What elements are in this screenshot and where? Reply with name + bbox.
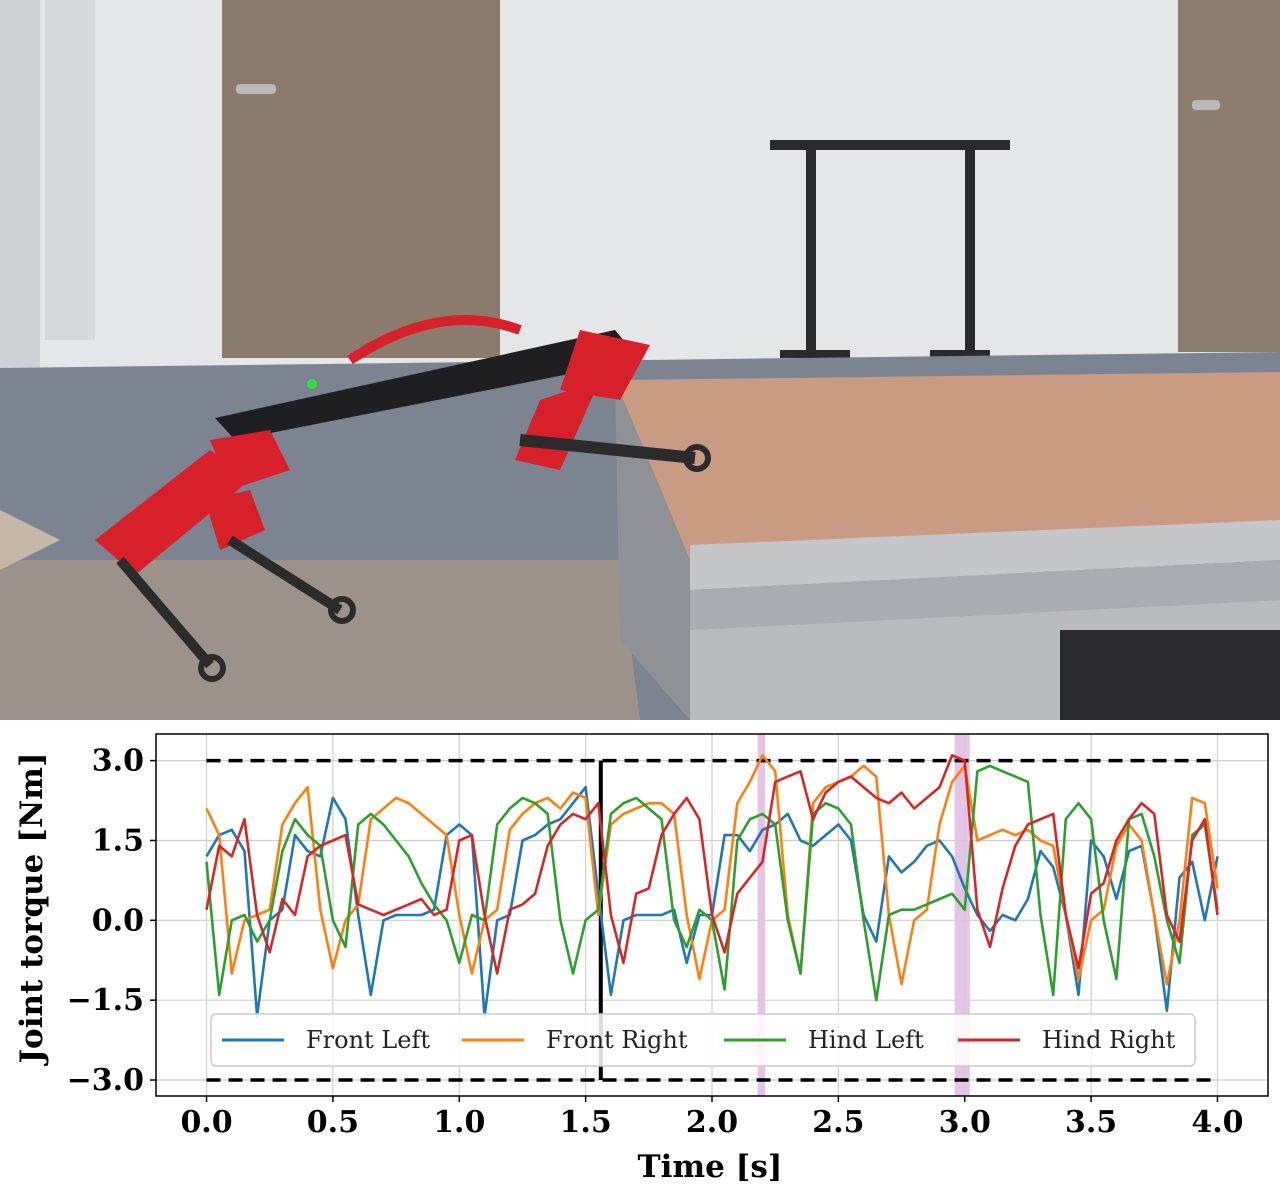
robot-photo xyxy=(0,0,1280,720)
background-table xyxy=(770,140,1010,360)
legend-label-2: Hind Left xyxy=(808,1026,924,1054)
series-lines xyxy=(205,754,1219,1018)
y-tick-label-3: −1.5 xyxy=(67,983,144,1018)
x-tick-label-7: 3.5 xyxy=(1065,1105,1117,1140)
legend-box xyxy=(210,1013,1196,1067)
y-axis-title: Joint torque [Nm] xyxy=(14,752,50,1066)
upper-wall xyxy=(0,0,1280,380)
x-tick-label-8: 4.0 xyxy=(1191,1105,1243,1140)
y-tick-label-2: 0.0 xyxy=(92,903,144,938)
x-ticks: 0.0 0.5 1.0 1.5 2.0 2.5 3.0 3.5 4.0 xyxy=(180,1096,1244,1140)
x-tick-label-6: 3.0 xyxy=(939,1105,991,1140)
wall-pipe xyxy=(45,0,95,340)
y-ticks: 3.0 1.5 0.0 −1.5 −3.0 xyxy=(67,744,156,1098)
legend: Front Left Front Right Hind Left Hind Right xyxy=(210,1013,1196,1067)
legend-label-3: Hind Right xyxy=(1042,1026,1176,1054)
legend-label-1: Front Right xyxy=(546,1026,688,1054)
series-line-hind-left xyxy=(205,764,1219,1002)
highlight-span-0 xyxy=(757,734,766,1096)
y-tick-label-4: −3.0 xyxy=(67,1063,144,1098)
x-tick-label-2: 1.0 xyxy=(433,1105,485,1140)
legend-label-0: Front Left xyxy=(306,1026,430,1054)
left-door xyxy=(222,0,500,358)
x-tick-label-5: 2.5 xyxy=(812,1105,864,1140)
highlight-spans xyxy=(757,734,970,1096)
x-tick-label-3: 1.5 xyxy=(560,1105,612,1140)
y-tick-label-1: 1.5 xyxy=(92,823,144,858)
floor-board xyxy=(0,560,640,720)
left-door-handle xyxy=(236,84,276,94)
x-tick-label-4: 2.0 xyxy=(686,1105,738,1140)
quadruped-robot xyxy=(95,315,711,682)
right-door-handle xyxy=(1192,100,1220,110)
y-tick-label-0: 3.0 xyxy=(92,744,144,779)
x-tick-label-0: 0.0 xyxy=(180,1105,232,1140)
left-wall-pillar xyxy=(0,0,40,370)
torque-chart: 0.0 0.5 1.0 1.5 2.0 2.5 3.0 3.5 4.0 3.0 1.5 0.0 −1.… xyxy=(14,733,1269,1185)
series-line-hind-right xyxy=(205,754,1219,975)
right-door xyxy=(1178,0,1280,352)
torque-limit-lines xyxy=(206,758,1218,1082)
x-tick-label-1: 0.5 xyxy=(307,1105,359,1140)
highlight-span-1 xyxy=(954,734,970,1096)
x-axis-title: Time [s] xyxy=(638,1149,783,1185)
floor-plank xyxy=(0,510,60,570)
platform xyxy=(615,372,1280,720)
